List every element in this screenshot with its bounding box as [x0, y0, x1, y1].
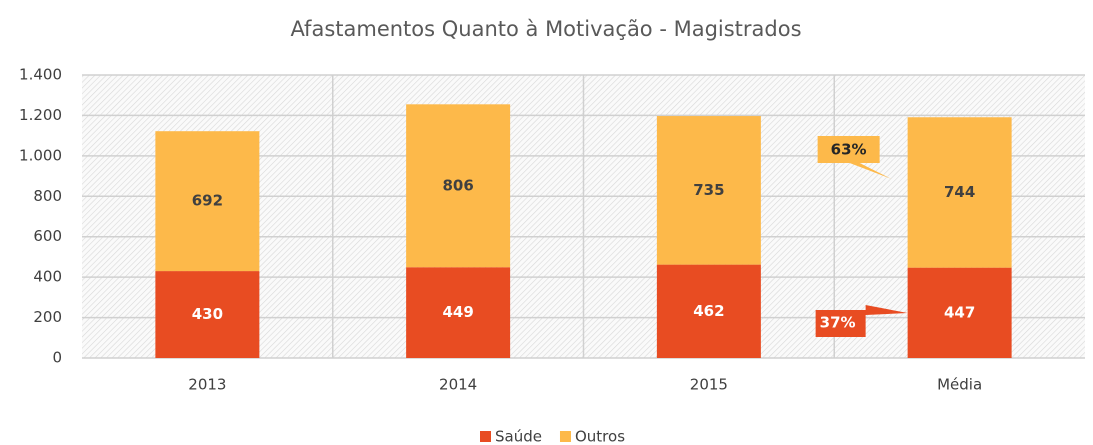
- bar-segment: [155, 271, 260, 358]
- x-tick-label: 2014: [439, 376, 477, 394]
- annotation: 63%: [831, 141, 867, 159]
- legend-swatch: [480, 431, 491, 442]
- data-label: 806: [442, 176, 473, 194]
- legend-label: Saúde: [495, 428, 542, 445]
- bar-segment: [406, 267, 511, 358]
- bar-segment: [155, 131, 260, 272]
- bar-segment: [656, 116, 761, 265]
- data-label: 449: [442, 303, 473, 321]
- x-tick-label: Média: [937, 376, 982, 394]
- legend-label: Outros: [575, 428, 625, 445]
- bar-segment: [907, 117, 1012, 268]
- annotation: 37%: [820, 314, 856, 332]
- data-label: 430: [192, 305, 223, 323]
- y-tick-label: 400: [33, 268, 62, 286]
- bar-segment: [406, 104, 511, 268]
- callout-box: [817, 136, 892, 179]
- y-tick-label: 1.200: [19, 106, 62, 124]
- x-tick-label: 2013: [188, 376, 226, 394]
- y-tick-label: 0: [52, 349, 62, 367]
- y-tick-label: 1.400: [19, 66, 62, 84]
- bar-segment: [907, 267, 1012, 358]
- data-label: 447: [944, 303, 975, 321]
- data-label: 735: [693, 181, 724, 199]
- y-tick-label: 200: [33, 308, 62, 326]
- x-tick-label: 2015: [690, 376, 728, 394]
- data-label: 462: [693, 302, 724, 320]
- y-tick-label: 800: [33, 187, 62, 205]
- bar-segment: [656, 264, 761, 358]
- data-label: 692: [192, 192, 223, 210]
- y-tick-label: 1.000: [19, 146, 62, 164]
- legend-swatch: [559, 431, 571, 442]
- callout-box: [815, 305, 908, 337]
- y-tick-label: 600: [33, 227, 62, 245]
- chart-title: Afastamentos Quanto à Motivação - Magist…: [290, 17, 801, 41]
- data-label: 744: [944, 183, 975, 201]
